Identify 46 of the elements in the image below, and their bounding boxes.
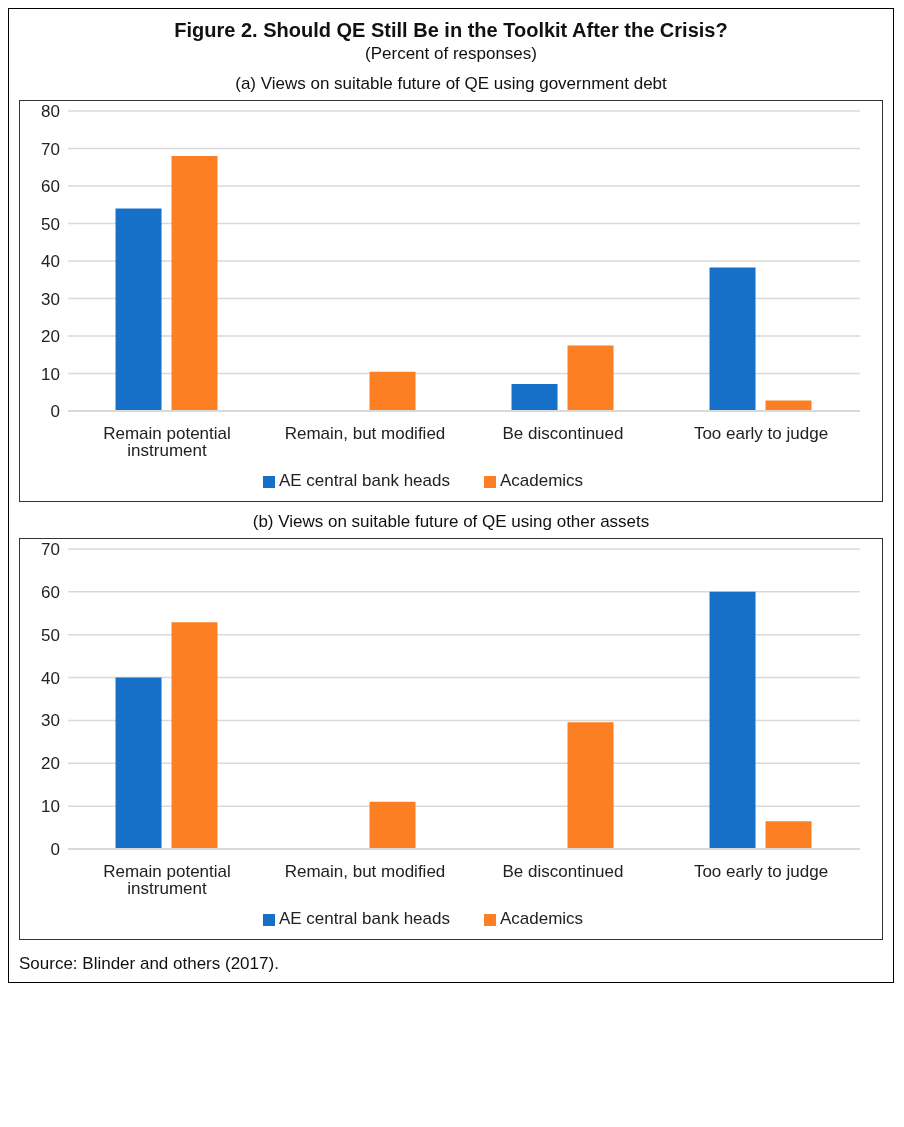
bar (171, 622, 218, 849)
x-tick-label: Too early to judge (693, 424, 829, 444)
bar (115, 208, 162, 411)
bar (567, 345, 614, 411)
chart-subtitle: (Percent of responses) (364, 44, 538, 64)
y-tick-label: 0 (50, 402, 60, 422)
legend-label: AE central bank heads (278, 471, 450, 490)
bar (369, 371, 416, 411)
bar (171, 156, 218, 411)
x-tick-label: Be discontinued (502, 862, 624, 882)
y-tick-label: 30 (41, 711, 60, 731)
bar (765, 821, 812, 849)
y-tick-label: 30 (41, 289, 60, 309)
bar (115, 677, 162, 849)
bar (511, 384, 558, 411)
y-tick-label: 0 (50, 840, 60, 860)
legend-label: Academics (499, 909, 584, 928)
y-tick-label: 40 (41, 252, 60, 272)
y-tick-label: 70 (41, 139, 60, 159)
x-tick-label: Be discontinued (502, 424, 624, 444)
legend-label: AE central bank heads (278, 909, 450, 928)
bar (369, 801, 416, 849)
y-tick-label: 50 (41, 214, 60, 234)
bar (709, 267, 756, 411)
x-tick-label: Remain potential instrument (103, 862, 231, 899)
y-tick-label: 80 (41, 102, 60, 122)
x-tick-label: Too early to judge (693, 862, 829, 882)
y-tick-label: 10 (41, 364, 60, 384)
y-tick-label: 70 (41, 540, 60, 560)
y-tick-label: 50 (41, 625, 60, 645)
y-tick-label: 10 (41, 797, 60, 817)
chart-title: Figure 2. Should QE Still Be in the Toolkit After the Crisis? (173, 19, 729, 42)
y-tick-label: 40 (41, 668, 60, 688)
source-note: Source: Blinder and others (2017). (19, 954, 280, 974)
legend-label: Academics (499, 471, 584, 490)
x-tick-label: Remain potential instrument (103, 424, 231, 461)
y-tick-label: 60 (41, 582, 60, 602)
text: (a) Views on suitable future of QE using government debt (234, 74, 668, 94)
chart-title: (b) Views on suitable future of QE using other assets (251, 512, 651, 532)
x-tick-label: Remain, but modified (284, 862, 446, 882)
y-tick-label: 60 (41, 177, 60, 197)
y-tick-label: 20 (41, 754, 60, 774)
x-tick-label: Remain, but modified (284, 424, 446, 444)
bar (709, 591, 756, 849)
bar (567, 722, 614, 849)
y-tick-label: 20 (41, 327, 60, 347)
